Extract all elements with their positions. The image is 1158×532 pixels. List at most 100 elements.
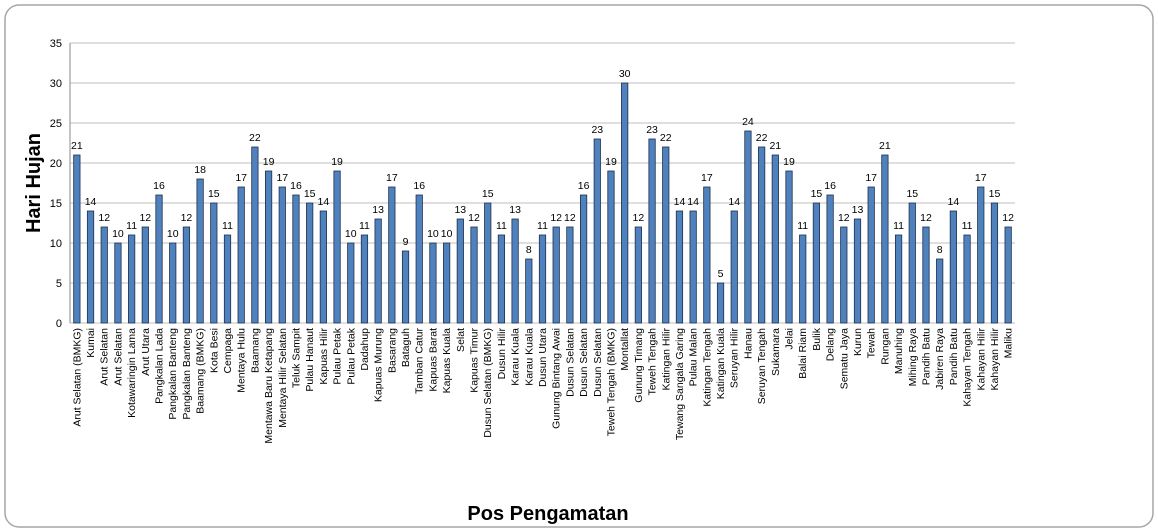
bar <box>100 226 108 324</box>
bar <box>990 202 999 324</box>
y-tick-label: 10 <box>50 238 62 250</box>
value-label: 21 <box>71 140 83 152</box>
x-tick-label: Tewah <box>866 328 878 359</box>
value-label: 13 <box>852 204 864 216</box>
value-label: 11 <box>797 220 808 232</box>
bar <box>758 146 766 324</box>
bar <box>936 258 944 324</box>
bar <box>771 154 779 324</box>
x-tick-label: Kapuas Timur <box>469 327 481 392</box>
x-tick-label: Seruyan Hilir <box>729 328 741 389</box>
value-label: 21 <box>879 140 891 152</box>
x-tick-label: Jabiren Raya <box>934 328 946 390</box>
x-tick-label: Kurun <box>852 328 864 356</box>
bar <box>552 226 560 324</box>
value-label: 15 <box>208 188 220 200</box>
bar <box>264 170 273 324</box>
bar <box>182 226 191 324</box>
bar <box>579 194 588 324</box>
x-tick-label: Kahayan Hilir <box>989 328 1001 391</box>
value-label: 8 <box>526 244 532 256</box>
value-label: 12 <box>98 212 110 224</box>
bar <box>949 210 957 324</box>
value-label: 19 <box>263 156 275 168</box>
bar <box>401 250 410 324</box>
bar <box>347 242 355 324</box>
bar <box>785 170 793 324</box>
x-tick-label: Pandih Batu <box>920 328 932 385</box>
bar <box>977 186 985 324</box>
bar <box>840 226 848 324</box>
x-tick-label: Kapuas Murung <box>373 328 385 402</box>
y-tick-label: 35 <box>50 38 62 50</box>
value-label: 24 <box>742 116 754 128</box>
value-label: 17 <box>276 172 288 184</box>
x-tick-label: Bataguh <box>400 328 412 367</box>
value-label: 14 <box>674 196 686 208</box>
bar <box>470 226 478 324</box>
bar <box>169 242 177 324</box>
x-tick-label: Pangkalan Banteng <box>181 328 193 420</box>
value-label: 12 <box>1002 212 1014 224</box>
value-label: 21 <box>769 140 781 152</box>
bar <box>853 218 862 324</box>
x-tick-label: Pandih Batu <box>948 328 960 385</box>
value-label: 22 <box>660 132 672 144</box>
x-tick-label: Teweh Tengah (BMKG) <box>605 328 617 436</box>
value-label: 10 <box>441 228 453 240</box>
bar <box>662 146 670 324</box>
bar <box>415 194 423 324</box>
bar <box>1004 226 1012 324</box>
bar <box>922 226 930 324</box>
value-label: 12 <box>139 212 151 224</box>
x-tick-label: Rungan <box>879 328 891 365</box>
x-tick-label: Karau Kuala <box>523 328 535 386</box>
bar <box>894 234 903 324</box>
value-label: 12 <box>633 212 645 224</box>
bar <box>689 210 697 324</box>
value-label: 23 <box>646 124 658 136</box>
value-label: 5 <box>718 268 724 280</box>
x-tick-label: Maliku <box>1003 328 1015 359</box>
bar <box>881 154 889 324</box>
bar <box>703 186 711 324</box>
x-tick-label: Kahayan Hilir <box>975 328 987 391</box>
x-tick-label: Cempaga <box>222 328 234 374</box>
bar <box>292 194 300 324</box>
x-tick-label: Jelai <box>784 328 796 350</box>
x-tick-label: Dusun Hilir <box>496 328 508 380</box>
value-label: 10 <box>112 228 124 240</box>
x-tick-label: Arut Utara <box>140 328 152 376</box>
bar <box>360 234 369 324</box>
x-tick-label: Dusun Selatan <box>592 328 604 397</box>
value-label: 16 <box>578 180 590 192</box>
x-tick-label: Delang <box>825 328 837 361</box>
value-label: 14 <box>728 196 740 208</box>
value-label: 15 <box>811 188 823 200</box>
x-tick-label: Kota Besi <box>208 328 220 373</box>
bar <box>497 234 506 324</box>
x-tick-label: Montallat <box>619 328 631 371</box>
x-tick-label: Gunung Timang <box>633 328 645 403</box>
value-label: 17 <box>386 172 398 184</box>
value-label: 8 <box>937 244 943 256</box>
x-tick-label: Sematu Jaya <box>838 328 850 389</box>
x-tick-label: Arut Selatan (BMKG) <box>71 328 83 427</box>
x-tick-label: Tewang Sangala Garing <box>674 328 686 440</box>
bar <box>306 202 314 324</box>
value-label: 22 <box>249 132 261 144</box>
bar <box>648 138 656 324</box>
y-tick-label: 5 <box>56 278 62 290</box>
x-axis-label: Pos Pengamatan <box>467 503 628 525</box>
bar <box>826 194 834 324</box>
value-label: 19 <box>605 156 617 168</box>
bar <box>429 242 437 324</box>
value-label: 12 <box>468 212 480 224</box>
bar <box>799 234 807 324</box>
value-label: 16 <box>153 180 165 192</box>
bar <box>388 186 396 324</box>
bar <box>730 210 738 324</box>
x-tick-label: Dusun Utara <box>537 328 549 387</box>
value-label: 10 <box>427 228 439 240</box>
